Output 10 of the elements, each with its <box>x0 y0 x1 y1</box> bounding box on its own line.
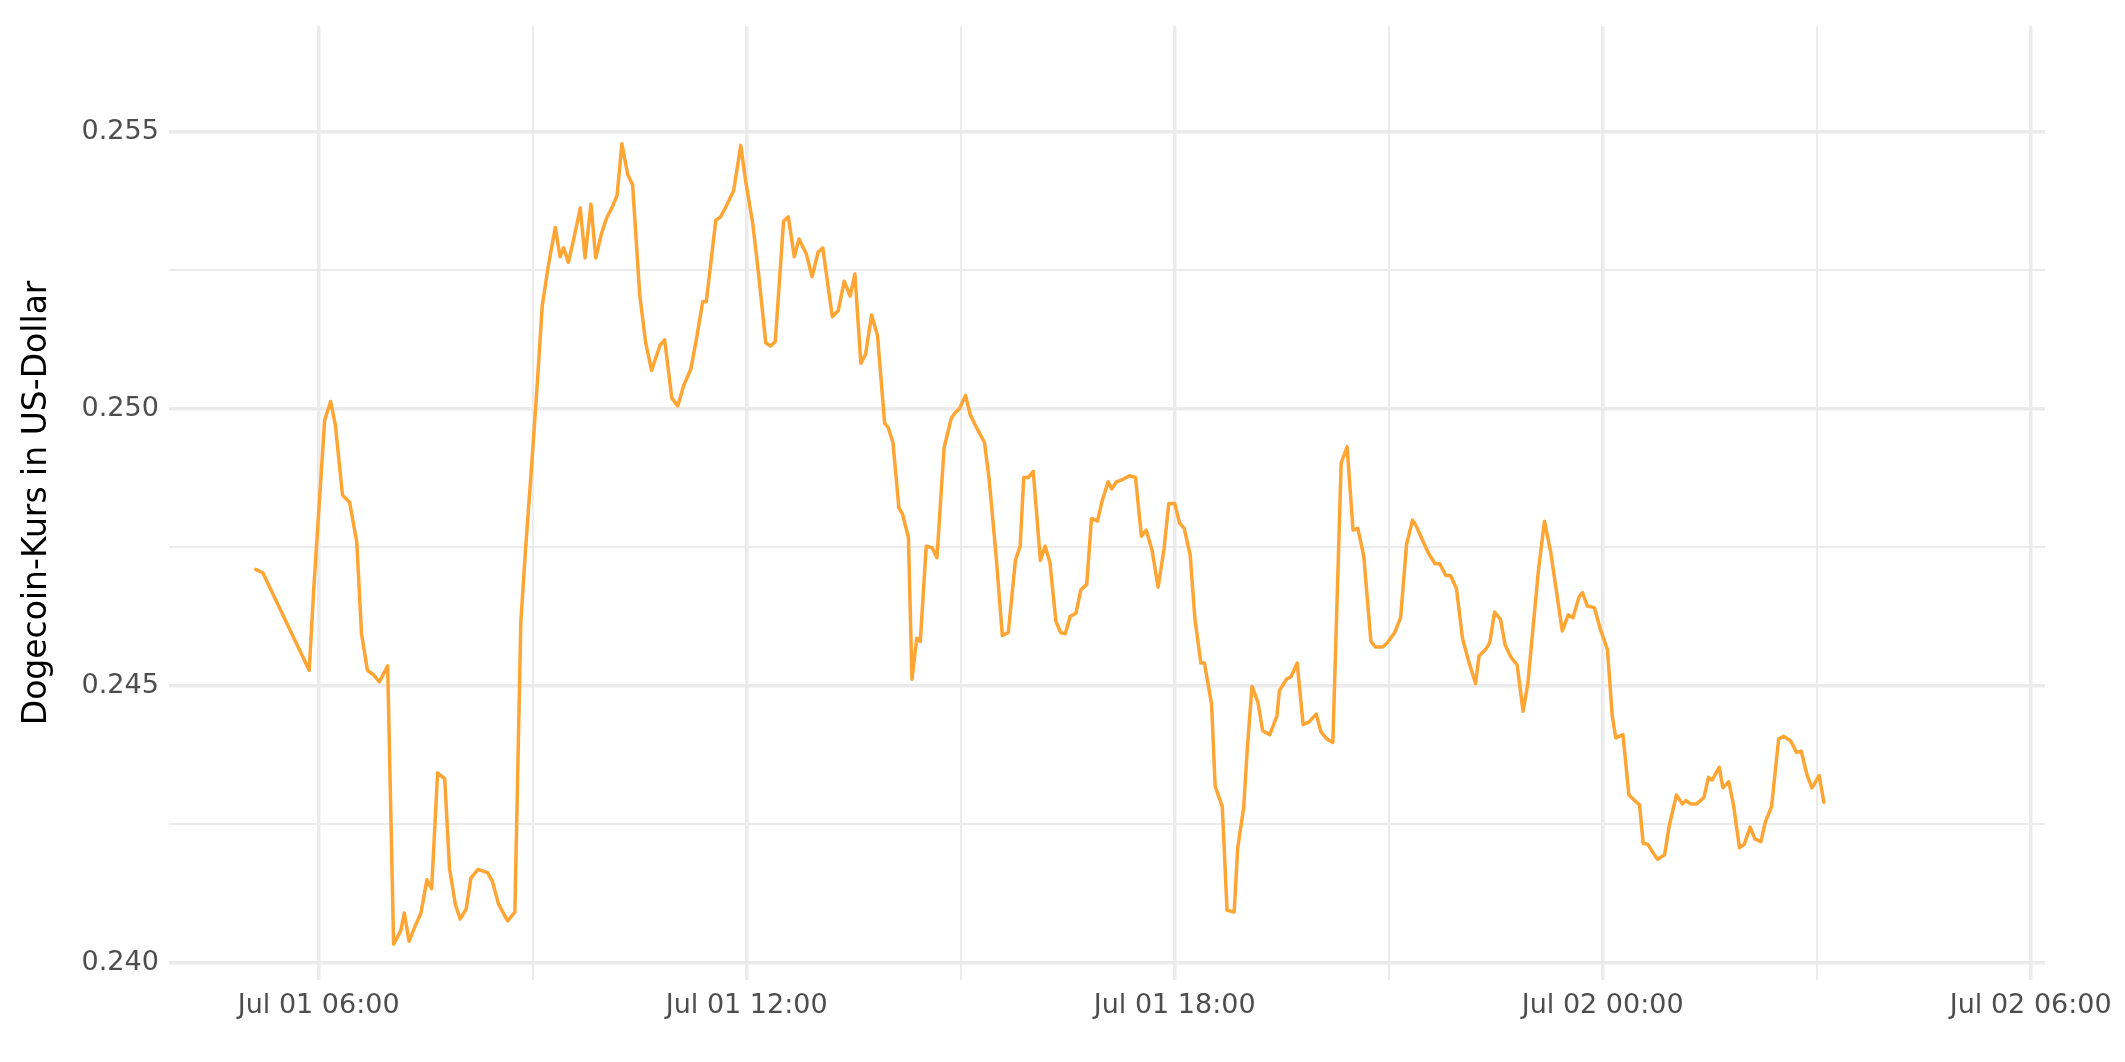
x-tick-label: Jul 02 00:00 <box>1519 987 1684 1019</box>
x-tick-label: Jul 01 06:00 <box>235 987 400 1019</box>
x-tick-label: Jul 02 06:00 <box>1947 987 2112 1019</box>
y-tick-label: 0.250 <box>81 390 159 422</box>
y-tick-label: 0.245 <box>81 667 159 699</box>
y-tick-label: 0.240 <box>81 944 159 976</box>
x-tick-label: Jul 01 18:00 <box>1091 987 1256 1019</box>
x-tick-label: Jul 01 12:00 <box>663 987 828 1019</box>
y-tick-label: 0.255 <box>81 113 159 145</box>
y-axis-title: Dogecoin-Kurs in US-Dollar <box>15 280 55 726</box>
